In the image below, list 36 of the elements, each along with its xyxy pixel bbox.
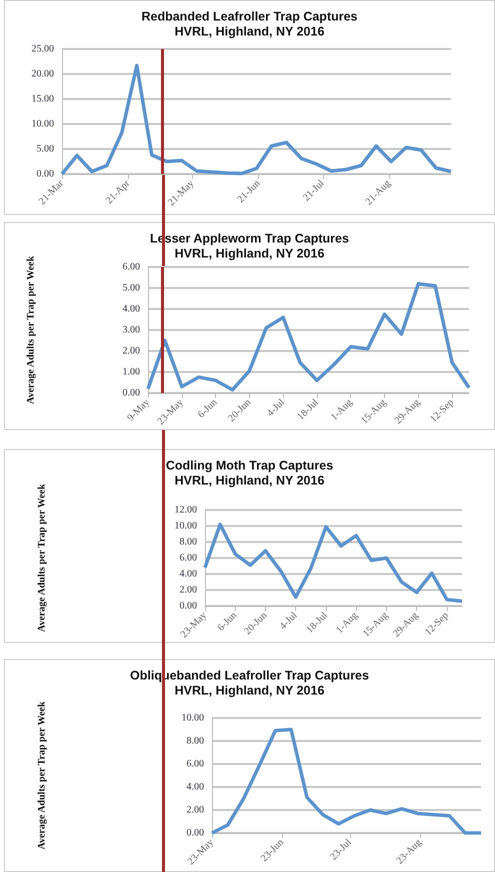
chart-title: Redbanded Leafroller Trap Captures — [141, 10, 358, 24]
y-tick-label: 6.00 — [186, 758, 204, 770]
y-tick-label: 2.00 — [180, 584, 197, 596]
y-tick-label: 10.00 — [32, 118, 54, 130]
y-tick-label: 4.00 — [122, 303, 140, 314]
y-tick-label: 2.00 — [186, 804, 204, 816]
y-tick-label: 4.00 — [186, 782, 204, 792]
y-tick-label: 5.00 — [122, 282, 140, 294]
y-tick-label: 12.00 — [174, 504, 197, 516]
x-tick-label: 4-Jul — [278, 610, 300, 632]
chart-subtitle: HVRL, Highland, NY 2016 — [174, 246, 324, 260]
y-tick-label: 0.00 — [180, 600, 197, 612]
y-tick-label: 6.00 — [180, 552, 197, 564]
chart-title: Codling Moth Trap Captures — [166, 458, 334, 472]
y-tick-label: 8.00 — [186, 736, 204, 746]
y-axis-title: Average Adults per Trap per Week — [36, 484, 48, 632]
y-axis-title: Average Adults per Trap per Week — [26, 256, 36, 404]
y-tick-label: 0.00 — [122, 387, 140, 398]
y-tick-label: 15.00 — [32, 94, 54, 104]
chart-subtitle: HVRL, Highland, NY 2016 — [174, 684, 324, 698]
y-tick-label: 4.00 — [180, 568, 197, 580]
y-tick-label: 8.00 — [180, 536, 197, 548]
y-tick-label: 10.00 — [182, 712, 204, 724]
y-tick-label: 3.00 — [122, 324, 140, 336]
y-tick-label: 5.00 — [36, 144, 54, 154]
y-tick-label: 2.00 — [122, 345, 140, 356]
y-axis-title: Average Adults per Trap per Week — [36, 701, 48, 850]
chart-subtitle: HVRL, Highland, NY 2016 — [174, 24, 324, 38]
y-tick-label: 10.00 — [174, 520, 197, 532]
y-tick-label: 6.00 — [122, 262, 140, 272]
y-tick-label: 1.00 — [122, 366, 140, 378]
y-tick-label: 25.00 — [32, 44, 54, 54]
y-tick-label: 0.00 — [186, 828, 204, 838]
y-tick-label: 0.00 — [36, 168, 54, 180]
y-tick-label: 20.00 — [32, 68, 54, 80]
chart-subtitle: HVRL, Highland, NY 2016 — [174, 474, 324, 488]
